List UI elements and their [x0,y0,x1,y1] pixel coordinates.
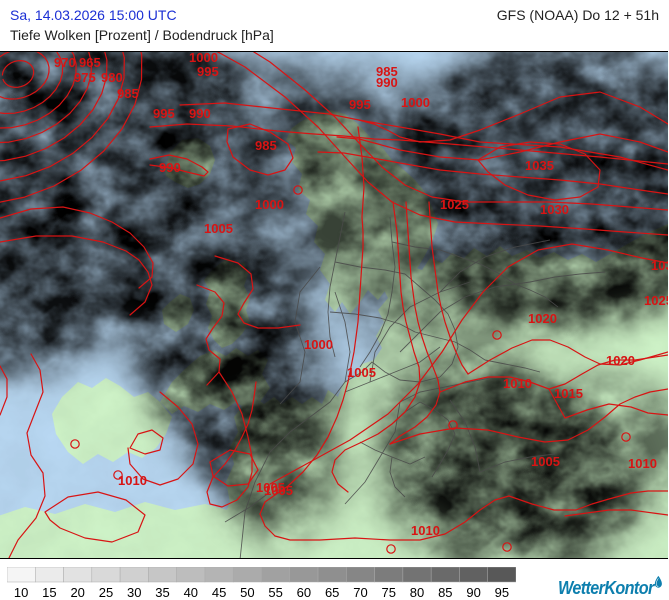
svg-text:1005: 1005 [531,454,560,469]
svg-text:55: 55 [268,585,282,599]
svg-text:1000: 1000 [401,95,430,110]
svg-text:50: 50 [240,585,254,599]
svg-text:80: 80 [410,585,424,599]
svg-text:1000: 1000 [304,337,333,352]
svg-text:1030: 1030 [651,258,668,273]
svg-text:65: 65 [325,585,339,599]
svg-text:1005: 1005 [256,480,285,495]
svg-text:10: 10 [14,585,28,599]
svg-text:985: 985 [255,138,277,153]
svg-text:20: 20 [70,585,84,599]
svg-text:975: 975 [74,70,96,85]
svg-text:990: 990 [189,106,211,121]
svg-text:85: 85 [438,585,452,599]
svg-text:35: 35 [155,585,169,599]
svg-text:965: 965 [79,55,101,70]
svg-text:985: 985 [117,86,139,101]
svg-text:25: 25 [99,585,113,599]
svg-text:1010: 1010 [503,376,532,391]
svg-text:990: 990 [159,160,181,175]
svg-text:95: 95 [495,585,509,599]
svg-text:15: 15 [42,585,56,599]
svg-text:980: 980 [101,70,123,85]
svg-text:1010: 1010 [411,523,440,538]
svg-text:1005: 1005 [347,365,376,380]
svg-text:1015: 1015 [554,386,583,401]
svg-text:1025: 1025 [644,293,668,308]
svg-text:1000: 1000 [255,197,284,212]
svg-text:60: 60 [297,585,311,599]
svg-text:990: 990 [376,75,398,90]
svg-text:45: 45 [212,585,226,599]
svg-text:90: 90 [466,585,480,599]
svg-text:1020: 1020 [606,353,635,368]
svg-text:1005: 1005 [204,221,233,236]
svg-text:70: 70 [353,585,367,599]
svg-text:995: 995 [153,106,175,121]
svg-text:970: 970 [54,55,76,70]
svg-text:1025: 1025 [440,197,469,212]
svg-text:1035: 1035 [525,158,554,173]
svg-text:75: 75 [382,585,396,599]
svg-text:995: 995 [197,64,219,79]
svg-text:30: 30 [127,585,141,599]
svg-text:995: 995 [349,97,371,112]
svg-text:1030: 1030 [540,202,569,217]
svg-text:1010: 1010 [118,473,147,488]
svg-text:1010: 1010 [628,456,657,471]
svg-text:40: 40 [184,585,198,599]
svg-text:1020: 1020 [528,311,557,326]
